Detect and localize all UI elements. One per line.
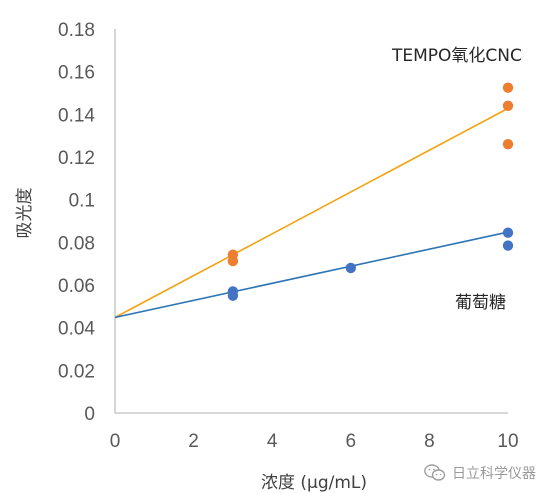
tick-labels: 0 0.02 0.04 0.06 0.08 0.1 0.12 0.14 0.16 0.18 0 2 4 6… bbox=[58, 20, 519, 452]
data-point-series-0 bbox=[227, 255, 239, 267]
y-tick-label: 0 bbox=[84, 404, 95, 425]
x-tick-label: 8 bbox=[424, 431, 435, 452]
x-tick-label: 2 bbox=[188, 431, 199, 452]
y-tick-label: 0.08 bbox=[58, 233, 95, 254]
y-tick-label: 0.02 bbox=[58, 361, 95, 382]
y-tick-label: 0.18 bbox=[58, 20, 95, 41]
series-label-tempo-cnc: TEMPO氧化CNC bbox=[391, 46, 522, 66]
x-tick-label: 0 bbox=[110, 431, 121, 452]
y-tick-label: 0.16 bbox=[58, 63, 95, 84]
wechat-icon bbox=[424, 464, 446, 481]
y-tick-label: 0.14 bbox=[58, 105, 95, 126]
data-points bbox=[227, 82, 514, 301]
y-tick-label: 0.06 bbox=[58, 276, 95, 297]
y-axis-title: 吸光度 bbox=[15, 188, 35, 239]
trendlines bbox=[114, 107, 509, 319]
data-point-series-0 bbox=[502, 139, 514, 150]
x-axis-title: 浓度 (μg/mL) bbox=[261, 473, 367, 493]
axes bbox=[114, 29, 508, 414]
trendline-series-0 bbox=[114, 107, 509, 319]
y-tick-label: 0.04 bbox=[58, 319, 95, 340]
data-point-series-1 bbox=[502, 240, 514, 251]
data-point-series-0 bbox=[502, 82, 514, 93]
series-label-glucose: 葡萄糖 bbox=[455, 293, 506, 313]
y-tick-label: 0.12 bbox=[58, 148, 95, 169]
data-point-series-1 bbox=[502, 227, 514, 238]
x-tick-label: 10 bbox=[497, 431, 518, 452]
x-tick-label: 6 bbox=[346, 431, 357, 452]
trendline-series-1 bbox=[114, 231, 509, 319]
data-point-series-1 bbox=[227, 290, 239, 301]
y-tick-label: 0.1 bbox=[69, 191, 95, 212]
watermark: 日立科学仪器 bbox=[424, 463, 536, 483]
data-point-series-0 bbox=[502, 100, 514, 112]
data-point-series-1 bbox=[345, 262, 356, 274]
watermark-text: 日立科学仪器 bbox=[452, 466, 536, 482]
x-tick-label: 4 bbox=[267, 431, 278, 452]
